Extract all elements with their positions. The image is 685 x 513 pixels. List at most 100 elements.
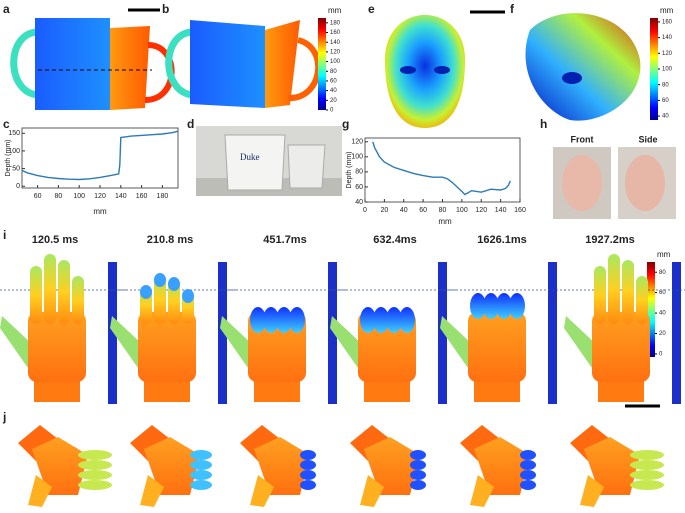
- colorbar-tick-label: 80: [659, 270, 666, 276]
- face-depth: [525, 13, 641, 121]
- eye: [400, 66, 416, 74]
- colorbar-tick-label: 0: [659, 352, 663, 358]
- side-strip: [328, 262, 337, 404]
- x-tick-label: 0: [363, 207, 367, 214]
- colorbar-tick-label: 160: [662, 20, 673, 26]
- panel-label: c: [3, 117, 10, 131]
- colorbar-tick-label: 0: [330, 108, 334, 114]
- y-axis-label: Depth (mm): [346, 152, 353, 189]
- hand-depth: [330, 262, 456, 404]
- fingertip: [168, 277, 180, 291]
- knuckle: [250, 307, 266, 333]
- x-tick-label: 160: [514, 207, 526, 214]
- x-tick-label: 100: [456, 207, 468, 214]
- hand-3d-finger: [520, 450, 536, 460]
- timestamp: 120.5 ms: [32, 234, 78, 246]
- thumb: [330, 316, 362, 368]
- colorbar-tick-label: 100: [662, 67, 673, 73]
- hand-3d-finger: [190, 460, 212, 470]
- knuckle: [470, 293, 486, 319]
- hand-3d-finger: [520, 470, 536, 480]
- panel-label: f: [510, 2, 515, 16]
- mug-photo: [287, 144, 326, 189]
- hand-3d-finger: [190, 480, 212, 490]
- finger: [58, 260, 70, 324]
- finger: [636, 276, 648, 324]
- panel-label: e: [368, 2, 375, 16]
- x-tick-label: 20: [380, 207, 388, 214]
- panel-label: i: [3, 228, 6, 242]
- mug: [35, 18, 110, 110]
- hand-3d-finger: [630, 450, 664, 460]
- photo-label: Front: [571, 134, 594, 144]
- thumb: [564, 316, 596, 368]
- colorbar: [647, 262, 655, 357]
- panel-label: b: [162, 2, 169, 16]
- y-tick-label: 40: [355, 199, 363, 206]
- x-axis-label: mm: [93, 207, 107, 216]
- hand-3d-arm: [130, 425, 170, 461]
- colorbar: [650, 18, 658, 120]
- palm: [138, 312, 196, 382]
- knuckle: [263, 307, 279, 333]
- panel-a: [10, 8, 175, 110]
- hand-3d-palm: [32, 437, 88, 495]
- knuckle: [399, 307, 415, 333]
- finger: [608, 254, 620, 324]
- x-tick-label: 140: [115, 193, 127, 200]
- hand-depth: [220, 262, 346, 404]
- knuckle: [373, 307, 389, 333]
- hand-3d-finger: [410, 460, 426, 470]
- colorbar-tick-label: 100: [330, 59, 341, 65]
- panel-label: d: [187, 117, 194, 131]
- hand-3d: [570, 425, 664, 507]
- timestamp: 451.7ms: [263, 234, 306, 246]
- palm: [28, 312, 86, 382]
- x-tick-label: 60: [419, 207, 427, 214]
- hand-depth: [440, 262, 566, 404]
- panel-e: [385, 10, 505, 128]
- plot-frame: [21, 127, 179, 189]
- mug-photo: [224, 134, 286, 191]
- x-tick-label: 120: [475, 207, 487, 214]
- data-line: [372, 141, 511, 196]
- eye: [434, 66, 450, 74]
- fingertip: [182, 289, 194, 303]
- hand-3d-finger: [190, 470, 212, 480]
- side-strip: [218, 262, 227, 404]
- knuckle: [276, 307, 292, 333]
- panel-b: [165, 20, 322, 108]
- side-strip: [672, 262, 681, 404]
- hand-3d-finger: [630, 480, 664, 490]
- colorbar-tick-label: 120: [662, 51, 673, 57]
- hand-3d: [130, 425, 212, 507]
- plot-frame: [364, 137, 521, 203]
- hand-3d-finger: [410, 480, 426, 490]
- mug-handle: [287, 37, 322, 102]
- colorbar-unit: mm: [660, 6, 674, 15]
- knuckle: [509, 293, 525, 319]
- colorbar-tick-label: 40: [330, 88, 337, 94]
- finger: [594, 266, 606, 324]
- x-tick-label: 140: [495, 207, 507, 214]
- fingertip: [140, 285, 152, 299]
- y-tick-label: 100: [8, 148, 20, 155]
- palm: [592, 312, 650, 382]
- mug: [265, 20, 300, 108]
- x-tick-label: 100: [73, 193, 85, 200]
- y-tick-label: 80: [355, 169, 363, 176]
- colorbar-tick-label: 40: [659, 311, 666, 317]
- colorbar-tick-label: 140: [662, 35, 673, 41]
- colorbar-tick-label: 20: [330, 98, 337, 104]
- mug: [190, 20, 265, 108]
- x-axis-label: mm: [438, 217, 452, 226]
- finger: [44, 254, 56, 324]
- colorbar-tick-label: 80: [330, 69, 337, 75]
- finger: [72, 276, 84, 324]
- mug-handle: [10, 28, 41, 99]
- hand-3d-finger: [78, 450, 112, 460]
- knuckle: [483, 293, 499, 319]
- hand-3d-finger: [190, 450, 212, 460]
- finger: [622, 260, 634, 324]
